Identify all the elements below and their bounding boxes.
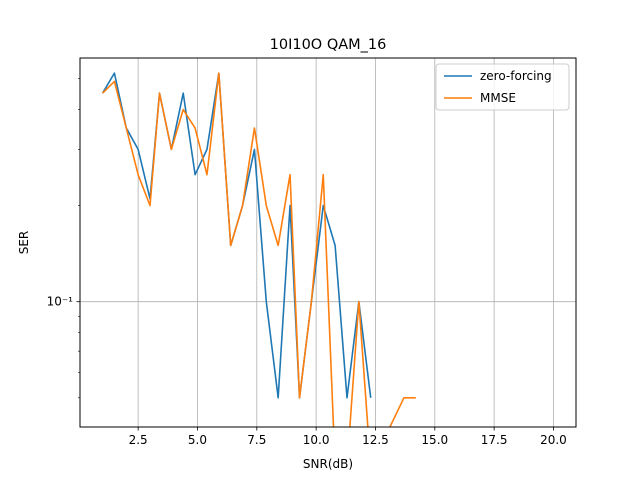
legend: zero-forcing MMSE bbox=[435, 63, 570, 111]
x-tick-label: 15.0 bbox=[421, 433, 448, 447]
x-tick-label: 20.0 bbox=[540, 433, 567, 447]
x-tick-label: 12.5 bbox=[362, 433, 389, 447]
y-tick-label: 10⁻¹ bbox=[47, 295, 74, 309]
series-line-mmse bbox=[101, 72, 416, 427]
x-tick-label: 5.0 bbox=[188, 433, 207, 447]
ticks: 2.5 5.0 7.5 10.0 12.5 15.0 17.5 20.0 10⁻¹ bbox=[47, 78, 567, 447]
x-tick-label: 10.0 bbox=[303, 433, 330, 447]
legend-entry: MMSE bbox=[480, 91, 516, 105]
grid bbox=[80, 58, 576, 427]
plot-frame bbox=[79, 57, 577, 428]
x-tick-label: 17.5 bbox=[481, 433, 508, 447]
y-axis-label: SER bbox=[17, 231, 31, 255]
legend-entry: zero-forcing bbox=[480, 69, 552, 83]
chart-title: 10I10O QAM_16 bbox=[270, 37, 387, 53]
series-layer bbox=[101, 72, 416, 427]
series-group bbox=[101, 72, 416, 427]
x-tick-label: 2.5 bbox=[129, 433, 148, 447]
x-tick-label: 7.5 bbox=[247, 433, 266, 447]
x-axis-label: SNR(dB) bbox=[303, 457, 353, 471]
